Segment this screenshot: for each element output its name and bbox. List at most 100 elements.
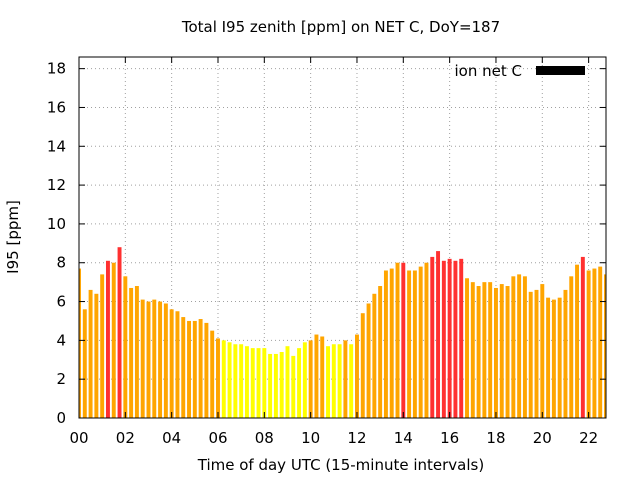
bar [569, 276, 574, 418]
bars [79, 247, 606, 418]
y-tick-label: 8 [56, 254, 66, 272]
legend-swatch [536, 66, 585, 75]
bar [372, 293, 377, 418]
bar [580, 256, 585, 418]
y-axis-ticks: 0 2 4 6 8 10 12 14 16 18 [47, 60, 606, 427]
x-tick-label: 06 [208, 429, 227, 447]
y-axis-label: I95 [ppm] [4, 200, 22, 274]
bar [158, 301, 163, 418]
chart-title: Total I95 zenith [ppm] on NET C, DoY=187 [181, 18, 500, 36]
bar [111, 262, 116, 418]
bar [302, 342, 307, 418]
bar [198, 319, 203, 418]
bar [389, 268, 394, 418]
bar [100, 274, 105, 418]
x-tick-label: 16 [440, 429, 459, 447]
bar [470, 282, 475, 418]
bar [244, 346, 249, 418]
bar [140, 299, 145, 418]
bar [337, 344, 342, 418]
grid-lines [79, 57, 606, 418]
bar [221, 340, 226, 418]
bar [575, 264, 580, 418]
bar [465, 278, 469, 418]
bar [343, 340, 348, 418]
bar [407, 270, 412, 418]
bar [604, 274, 606, 418]
bar [204, 322, 209, 418]
bar [528, 291, 533, 418]
bar [326, 346, 330, 418]
bar [181, 317, 186, 418]
bar [273, 353, 278, 418]
bar [134, 286, 139, 418]
x-axis-ticks: 00 02 04 06 08 10 12 14 16 18 20 22 [69, 57, 598, 447]
bar [250, 348, 255, 418]
bar [320, 336, 325, 418]
bar [163, 303, 168, 418]
bar [88, 289, 93, 418]
bar [511, 276, 516, 418]
bar [412, 270, 417, 418]
bar [540, 284, 545, 418]
bar [82, 309, 87, 418]
y-tick-label: 0 [56, 409, 66, 427]
bar [459, 258, 464, 418]
bar [401, 262, 406, 418]
bar [534, 289, 539, 418]
y-tick-label: 16 [47, 98, 66, 116]
bar [256, 348, 261, 418]
bar [453, 260, 458, 418]
y-tick-label: 10 [47, 215, 66, 233]
bar [187, 320, 192, 418]
bar [476, 286, 481, 418]
x-tick-label: 12 [347, 429, 366, 447]
bar [395, 262, 400, 418]
y-tick-label: 6 [56, 293, 66, 311]
bar [493, 287, 498, 418]
bar [331, 344, 336, 418]
bar [586, 270, 591, 418]
bar [488, 282, 493, 418]
bar [505, 286, 510, 418]
x-tick-label: 02 [116, 429, 135, 447]
bar [123, 276, 128, 418]
x-tick-label: 18 [486, 429, 505, 447]
bar [355, 334, 359, 418]
bar [79, 268, 81, 418]
bar [563, 289, 568, 418]
bar [418, 266, 423, 418]
bar [152, 299, 157, 418]
x-tick-label: 10 [301, 429, 320, 447]
bar [378, 286, 383, 418]
bar [129, 287, 134, 418]
bar [285, 346, 290, 418]
bar [233, 344, 238, 418]
bar [291, 355, 296, 418]
bar [430, 256, 435, 418]
bar [522, 276, 527, 418]
bar [105, 260, 110, 418]
y-tick-label: 2 [56, 370, 66, 388]
bar [146, 301, 151, 418]
bar [546, 297, 551, 418]
bar [441, 260, 446, 418]
bar [308, 340, 313, 418]
bar [117, 247, 122, 418]
bar [424, 262, 429, 418]
bar [175, 311, 180, 418]
y-tick-label: 12 [47, 176, 66, 194]
bar [499, 284, 504, 418]
bar [210, 330, 215, 418]
bar [268, 353, 273, 418]
x-tick-label: 20 [533, 429, 552, 447]
y-tick-label: 4 [56, 331, 66, 349]
bar [517, 274, 522, 418]
bar [192, 320, 197, 418]
x-tick-label: 04 [162, 429, 181, 447]
bar [279, 352, 284, 418]
bar [239, 344, 244, 418]
bar [447, 258, 452, 418]
bar [262, 348, 267, 418]
